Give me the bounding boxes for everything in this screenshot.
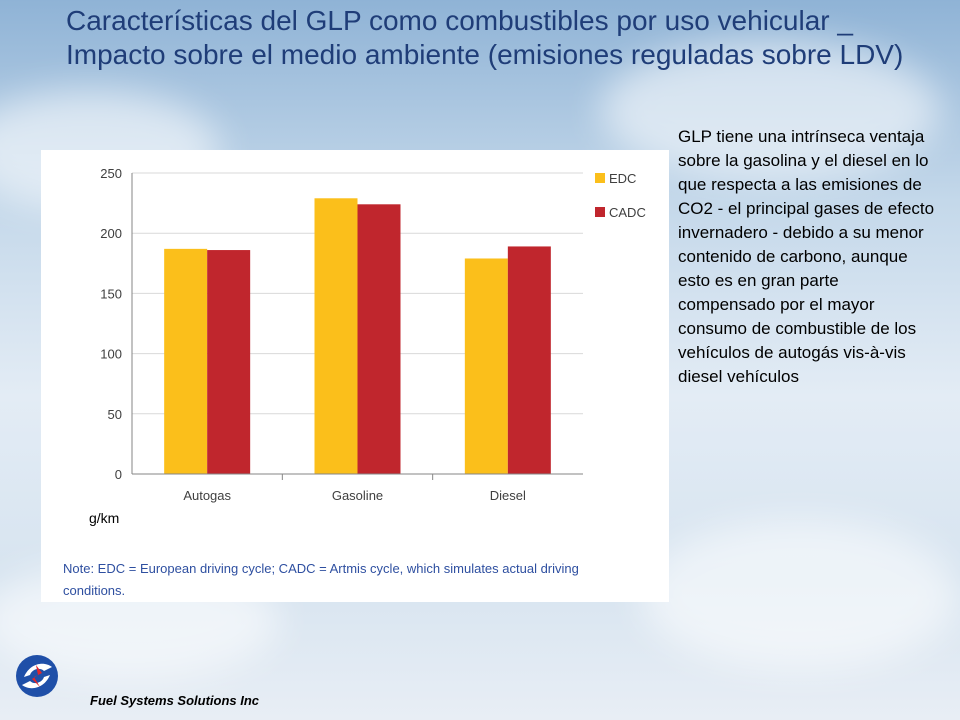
background-cloud	[640, 520, 960, 670]
slide-title: Características del GLP como combustible…	[66, 5, 904, 70]
x-tick-label: Diesel	[490, 488, 526, 503]
chart-legend: EDC CADC	[595, 171, 646, 220]
bar-cadc-gasoline	[357, 204, 401, 474]
y-tick-label: 200	[100, 226, 122, 241]
side-description: GLP tiene una intrínseca ventaja sobre l…	[678, 127, 935, 386]
y-tick-label: 50	[108, 407, 122, 422]
bar-edc-autogas	[164, 248, 208, 474]
bar-cadc-diesel	[507, 246, 551, 474]
y-tick-label: 0	[115, 467, 122, 482]
y-tick-label: 250	[100, 166, 122, 181]
x-tick-label: Gasoline	[332, 488, 383, 503]
bar-cadc-autogas	[207, 250, 251, 474]
legend-swatch-cadc	[595, 207, 605, 217]
legend-label-cadc: CADC	[609, 205, 646, 220]
y-tick-label: 100	[100, 347, 122, 362]
x-axis: Autogas Gasoline Diesel	[132, 473, 583, 503]
chart-note: Note: EDC = European driving cycle; CADC…	[63, 561, 579, 598]
bar-edc-diesel	[464, 258, 508, 474]
y-tick-label: 150	[100, 286, 122, 301]
fuel-systems-logo-icon	[16, 655, 58, 697]
company-name: Fuel Systems Solutions Inc	[90, 693, 260, 708]
y-axis: 0 50 100 150 200 250	[100, 166, 133, 482]
chart-panel: 0 50 100 150 200 250 Autogas Gasoline Diesel ED…	[41, 150, 669, 602]
legend-swatch-edc	[595, 173, 605, 183]
bar-chart: 0 50 100 150 200 250 Autogas Gasoline Diesel ED…	[100, 166, 646, 503]
chart-bars	[164, 198, 551, 474]
unit-label: g/km	[89, 510, 120, 526]
legend-label-edc: EDC	[609, 171, 636, 186]
x-tick-label: Autogas	[183, 488, 231, 503]
bar-edc-gasoline	[314, 198, 358, 474]
